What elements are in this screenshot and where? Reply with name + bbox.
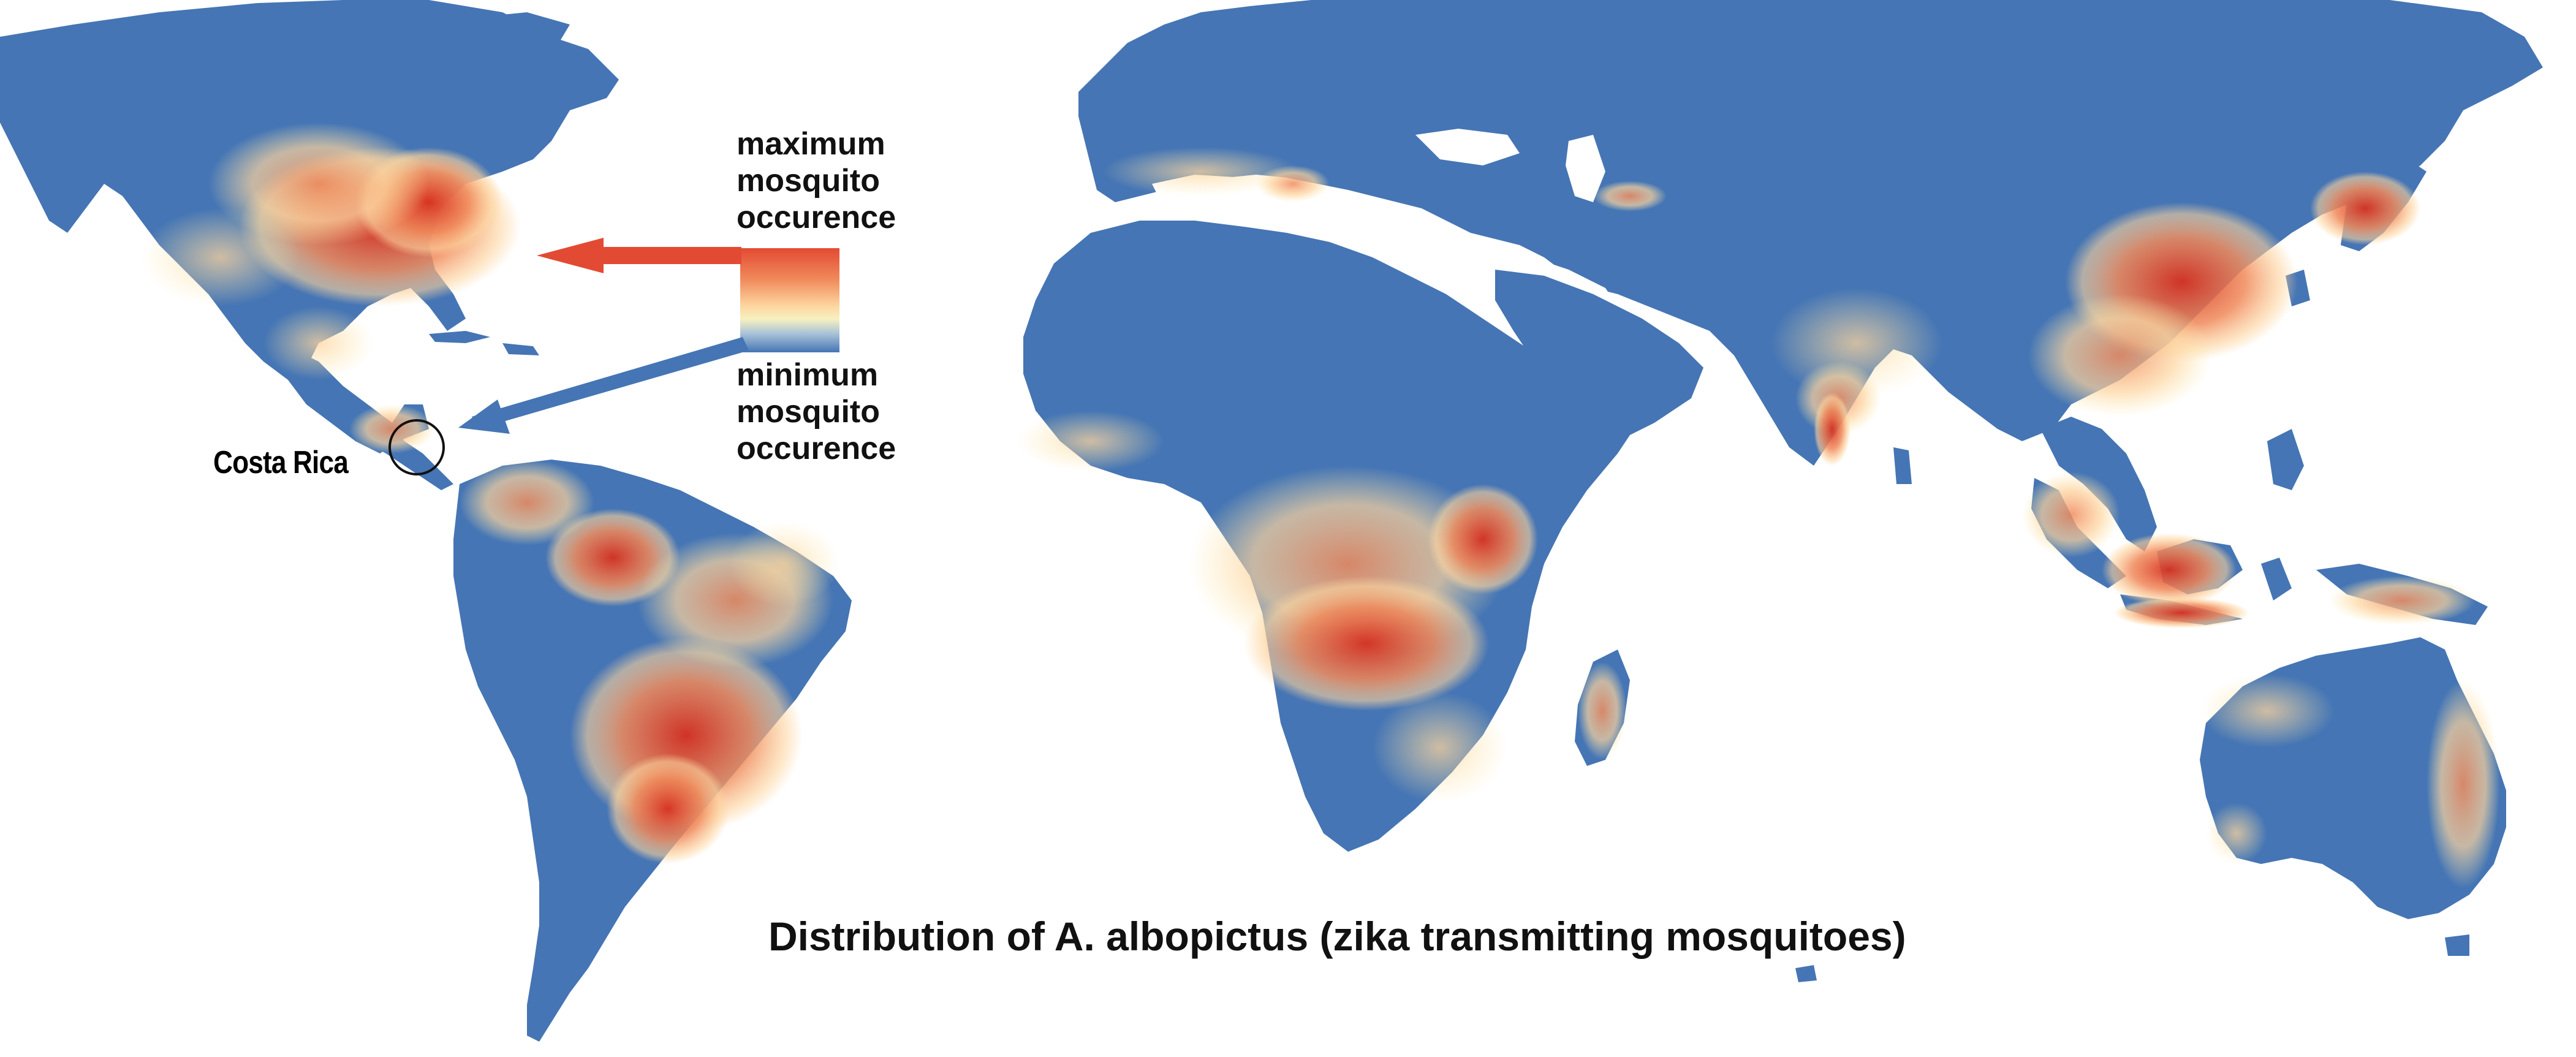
occurrence-hotspots [141, 123, 2500, 888]
legend-max-line-1: maximum [737, 126, 885, 162]
legend-min-line-3: occurence [737, 431, 896, 466]
legend-min-line-1: minimum [737, 357, 879, 393]
legend-max-label: maximum mosquito occurence [737, 126, 957, 236]
legend-max-line-3: occurence [737, 200, 896, 235]
min-arrow [458, 337, 749, 434]
legend-max-line-2: mosquito [737, 163, 880, 199]
legend [458, 238, 839, 434]
costa-rica-label: Costa Rica [213, 445, 349, 480]
legend-min-label: minimum mosquito occurence [737, 357, 957, 467]
max-arrow [537, 238, 741, 273]
legend-gradient-bar [740, 248, 839, 352]
legend-min-line-2: mosquito [737, 394, 880, 430]
costa-rica-circle [388, 419, 445, 475]
arabia [1495, 270, 1703, 441]
map-title: Distribution of A. albopictus (zika tran… [768, 914, 1906, 959]
